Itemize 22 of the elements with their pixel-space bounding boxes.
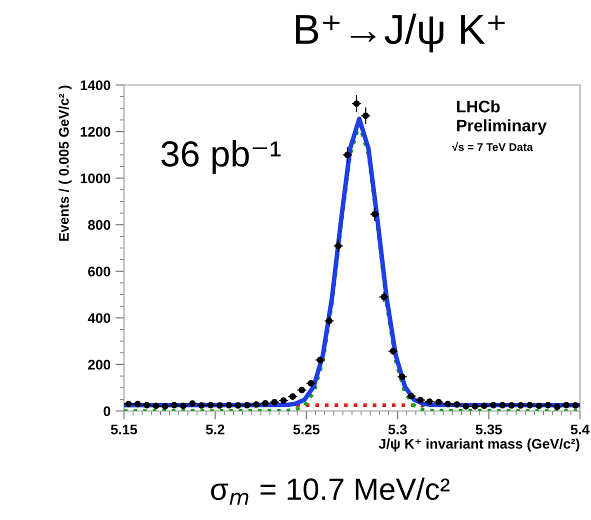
text: σ$_{m}$ = 10.7 MeV/c²	[211, 478, 450, 505]
x-tick-label: 5.2	[206, 424, 224, 434]
x-tick-label: 5.4	[570, 424, 590, 434]
annotation: LHCb	[457, 100, 500, 112]
y-tick-label: 400	[88, 313, 110, 324]
y-tick-label: 600	[88, 266, 110, 276]
y-tick-label: 1000	[80, 173, 110, 184]
chart-title: B⁺→J/ψ K⁺	[296, 14, 505, 52]
x-tick-label: 5.3	[388, 424, 407, 434]
y-axis-title: Events / ( 0.005 GeV/c² )	[58, 86, 72, 241]
annotation: 36 pb⁻¹	[161, 140, 281, 174]
x-axis-title: J/ψ K⁺ invariant mass (GeV/c²)	[378, 438, 580, 452]
x-tick-label: 5.35	[476, 424, 502, 434]
y-tick-label: 800	[88, 220, 110, 230]
y-tick-label: 200	[88, 360, 110, 370]
y-tick-label: 1400	[80, 80, 110, 90]
annotation: Preliminary	[457, 119, 547, 135]
annotation: √s = 7 TeV Data	[452, 142, 534, 152]
x-tick-label: 5.25	[293, 424, 320, 434]
y-tick-label: 0	[104, 406, 110, 416]
y-tick-label: 1200	[80, 126, 110, 137]
x-tick-label: 5.15	[110, 424, 138, 434]
